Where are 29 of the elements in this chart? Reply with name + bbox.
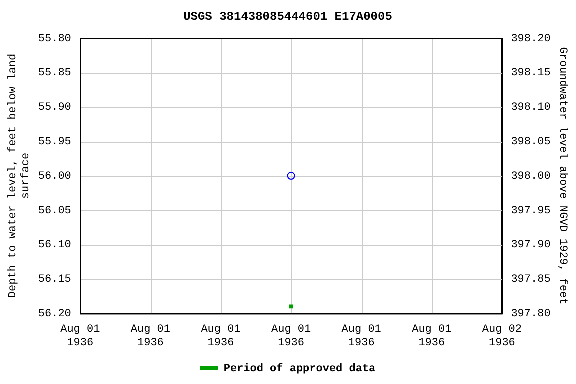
y2-tick-label: 397.90 [511, 240, 551, 252]
chart-title: USGS 381438085444601 E17A0005 [184, 10, 392, 24]
y-tick-label: 55.90 [38, 102, 72, 114]
y2-tick-label: 398.05 [511, 136, 551, 149]
x-tick-label: Aug 01 1936 [130, 324, 171, 350]
y-tick-label: 56.00 [38, 170, 72, 183]
y-tick-label: 56.05 [38, 205, 72, 218]
legend-label: Period of approved data [224, 362, 376, 376]
y2-tick-label: 398.20 [511, 33, 551, 46]
y-tick-label: 56.15 [38, 274, 72, 286]
y2-tick-label: 398.10 [511, 102, 551, 114]
x-tick-label: Aug 01 1936 [412, 324, 452, 350]
y-tick-label: 55.80 [38, 33, 72, 46]
y2-axis-title: Groundwater level above NGVD 1929, feet [556, 47, 568, 305]
y2-tick-label: 397.85 [511, 274, 551, 286]
y2-tick-label: 398.15 [511, 68, 551, 80]
y-axis-title: Depth to water level, feet below land surface [8, 54, 33, 298]
x-tick-label: Aug 02 1936 [482, 324, 522, 350]
y2-tick-label: 398.00 [511, 170, 551, 183]
y-tick-label: 56.10 [38, 240, 72, 252]
x-tick-label: Aug 01 1936 [271, 324, 312, 350]
y2-tick-label: 397.95 [511, 205, 551, 218]
y-tick-label: 55.85 [38, 68, 72, 80]
y-tick-label: 55.95 [38, 136, 72, 149]
x-tick-label: Aug 01 1936 [60, 324, 101, 350]
y2-tick-label: 397.80 [511, 308, 551, 321]
y-tick-label: 56.20 [38, 308, 72, 321]
x-tick-label: Aug 01 1936 [342, 324, 382, 350]
x-tick-label: Aug 01 1936 [201, 324, 242, 350]
